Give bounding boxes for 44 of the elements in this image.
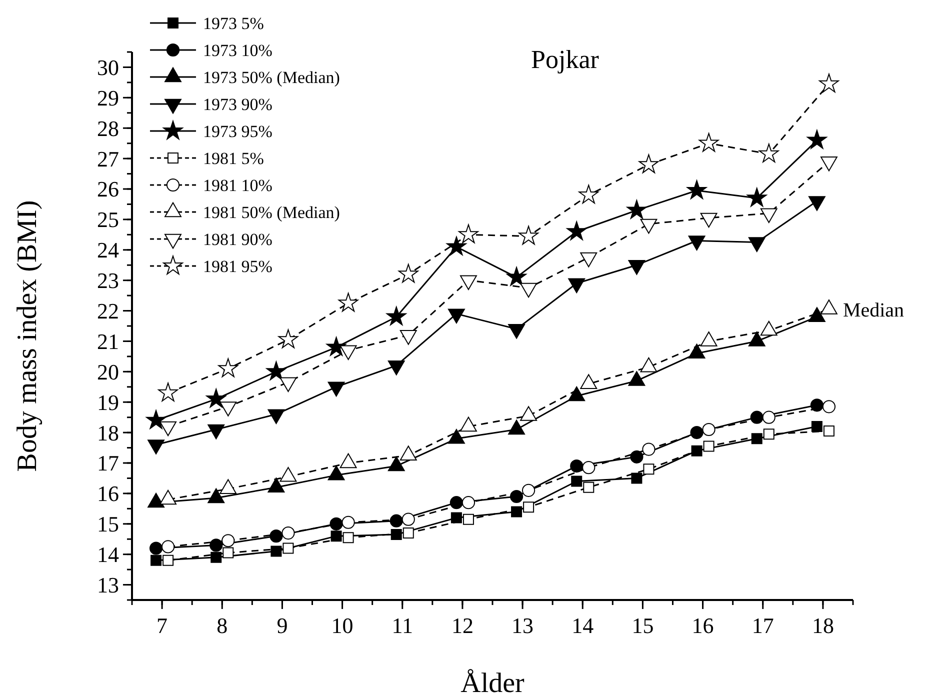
legend-label: 1981 10% bbox=[203, 176, 272, 195]
y-tick-label: 17 bbox=[97, 450, 119, 476]
legend-label: 1973 10% bbox=[203, 40, 272, 60]
x-tick-label: 10 bbox=[331, 613, 354, 638]
y-tick-label: 18 bbox=[97, 420, 119, 446]
legend-label: 1981 50% (Median) bbox=[203, 202, 340, 222]
y-tick-label: 16 bbox=[97, 481, 119, 506]
x-tick-label: 18 bbox=[812, 613, 834, 638]
legend-label: 1973 95% bbox=[203, 122, 272, 141]
y-tick-label: 24 bbox=[97, 238, 119, 263]
y-tick-label: 23 bbox=[97, 268, 119, 294]
legend-label: 1973 90% bbox=[203, 94, 272, 114]
y-axis-title: Body mass index (BMI) bbox=[12, 200, 43, 472]
y-tick-label: 27 bbox=[97, 146, 119, 172]
y-tick-label: 20 bbox=[97, 359, 119, 384]
y-tick-label: 25 bbox=[97, 207, 119, 232]
x-tick-label: 7 bbox=[156, 613, 168, 638]
y-tick-label: 30 bbox=[97, 54, 119, 80]
x-tick-label: 17 bbox=[752, 613, 774, 638]
x-tick-label: 9 bbox=[276, 613, 288, 638]
y-tick-label: 14 bbox=[97, 542, 119, 568]
x-axis-title: Ålder bbox=[460, 668, 526, 698]
x-tick-label: 11 bbox=[392, 613, 413, 638]
y-tick-label: 21 bbox=[97, 328, 119, 354]
x-tick-label: 13 bbox=[512, 613, 534, 638]
x-tick-label: 14 bbox=[572, 613, 594, 638]
x-tick-label: 15 bbox=[632, 613, 654, 638]
y-tick-label: 13 bbox=[97, 572, 119, 598]
y-tick-label: 15 bbox=[97, 512, 119, 537]
y-tick-label: 19 bbox=[97, 390, 119, 415]
chart-title: Pojkar bbox=[531, 45, 600, 74]
annotation: Median bbox=[842, 299, 904, 322]
y-tick-label: 29 bbox=[97, 85, 119, 110]
legend-label: 1973 5% bbox=[203, 14, 264, 33]
x-tick-label: 12 bbox=[451, 613, 474, 638]
legend-label: 1981 95% bbox=[203, 256, 272, 276]
legend-label: 1981 90% bbox=[203, 230, 272, 249]
y-tick-label: 28 bbox=[97, 116, 119, 141]
x-tick-label: 8 bbox=[216, 613, 228, 638]
x-tick-label: 16 bbox=[692, 613, 714, 638]
legend-label: 1973 50% (Median) bbox=[203, 68, 340, 87]
legend-label: 1981 5% bbox=[203, 148, 264, 168]
y-tick-label: 22 bbox=[97, 298, 119, 324]
y-tick-label: 26 bbox=[97, 176, 119, 202]
